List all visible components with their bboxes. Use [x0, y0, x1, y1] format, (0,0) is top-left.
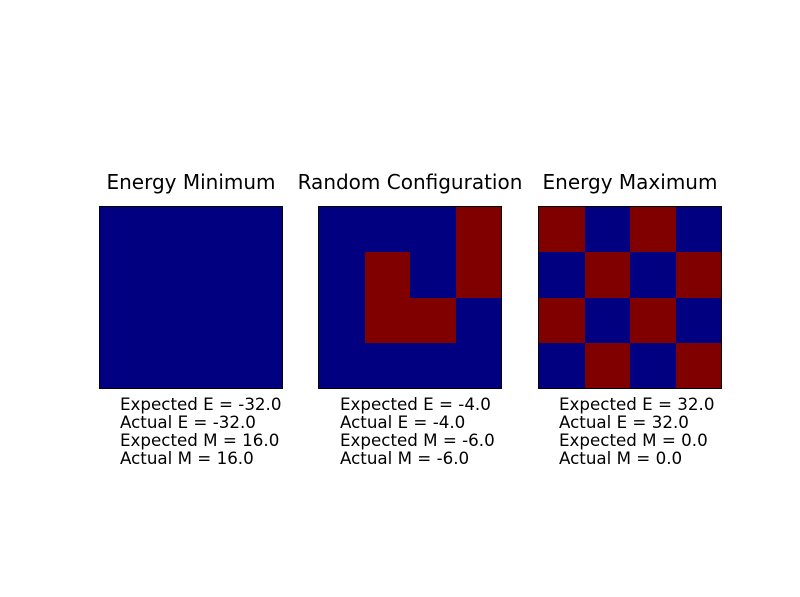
- annotation-expected-m: Expected M = 0.0: [559, 430, 708, 450]
- spin-cell: [675, 342, 721, 388]
- spin-cell: [191, 342, 237, 388]
- spin-cell: [539, 342, 585, 388]
- annotation-expected-m: Expected M = -6.0: [340, 430, 495, 450]
- panel-title: Random Configuration: [297, 170, 523, 194]
- panel-annotations: Expected E = -4.0 Actual E = -4.0 Expect…: [340, 395, 495, 467]
- spin-cell: [675, 207, 721, 253]
- spin-cell: [584, 342, 630, 388]
- spin-cell: [100, 342, 146, 388]
- panel-title: Energy Minimum: [106, 170, 276, 194]
- annotation-expected-e: Expected E = -4.0: [340, 394, 491, 414]
- spin-cell: [191, 207, 237, 253]
- spin-cell: [675, 297, 721, 343]
- annotation-actual-m: Actual M = 16.0: [120, 448, 254, 468]
- spin-cell: [236, 342, 282, 388]
- panel-energy-maximum: Energy Maximum Expected E = 32.0 Actual …: [538, 0, 722, 597]
- spin-lattice: [538, 206, 722, 389]
- panel-annotations: Expected E = -32.0 Actual E = -32.0 Expe…: [120, 395, 281, 467]
- spin-lattice: [318, 206, 502, 389]
- panel-annotations: Expected E = 32.0 Actual E = 32.0 Expect…: [559, 395, 714, 467]
- spin-cell: [455, 207, 501, 253]
- spin-cell: [191, 252, 237, 298]
- spin-cell: [236, 207, 282, 253]
- spin-lattice: [99, 206, 283, 389]
- spin-cell: [539, 297, 585, 343]
- spin-cell: [455, 297, 501, 343]
- spin-cell: [630, 342, 676, 388]
- annotation-actual-m: Actual M = 0.0: [559, 448, 683, 468]
- panel-random-configuration: Random Configuration Expected E = -4.0 A…: [298, 0, 523, 597]
- spin-cell: [630, 297, 676, 343]
- spin-cell: [100, 252, 146, 298]
- annotation-actual-e: Actual E = -4.0: [340, 412, 466, 432]
- annotation-actual-m: Actual M = -6.0: [340, 448, 470, 468]
- spin-cell: [630, 252, 676, 298]
- spin-cell: [145, 207, 191, 253]
- annotation-actual-e: Actual E = 32.0: [559, 412, 689, 432]
- spin-cell: [675, 252, 721, 298]
- spin-cell: [319, 342, 365, 388]
- spin-cell: [584, 297, 630, 343]
- annotation-expected-e: Expected E = 32.0: [559, 394, 715, 414]
- spin-cell: [410, 207, 456, 253]
- panel-energy-minimum: Energy Minimum Expected E = -32.0 Actual…: [99, 0, 283, 597]
- spin-cell: [410, 252, 456, 298]
- spin-cell: [100, 207, 146, 253]
- spin-cell: [191, 297, 237, 343]
- spin-cell: [539, 207, 585, 253]
- spin-cell: [364, 297, 410, 343]
- spin-cell: [455, 342, 501, 388]
- spin-cell: [319, 297, 365, 343]
- spin-cell: [364, 252, 410, 298]
- spin-cell: [584, 207, 630, 253]
- spin-cell: [236, 297, 282, 343]
- spin-cell: [455, 252, 501, 298]
- spin-cell: [145, 252, 191, 298]
- spin-cell: [410, 342, 456, 388]
- spin-cell: [630, 207, 676, 253]
- spin-cell: [145, 342, 191, 388]
- panel-title: Energy Maximum: [542, 170, 718, 194]
- spin-cell: [319, 207, 365, 253]
- annotation-actual-e: Actual E = -32.0: [120, 412, 256, 432]
- spin-cell: [410, 297, 456, 343]
- spin-cell: [584, 252, 630, 298]
- spin-cell: [145, 297, 191, 343]
- spin-cell: [364, 207, 410, 253]
- spin-cell: [319, 252, 365, 298]
- spin-cell: [236, 252, 282, 298]
- annotation-expected-e: Expected E = -32.0: [120, 394, 282, 414]
- annotation-expected-m: Expected M = 16.0: [120, 430, 280, 450]
- spin-cell: [364, 342, 410, 388]
- spin-cell: [539, 252, 585, 298]
- spin-cell: [100, 297, 146, 343]
